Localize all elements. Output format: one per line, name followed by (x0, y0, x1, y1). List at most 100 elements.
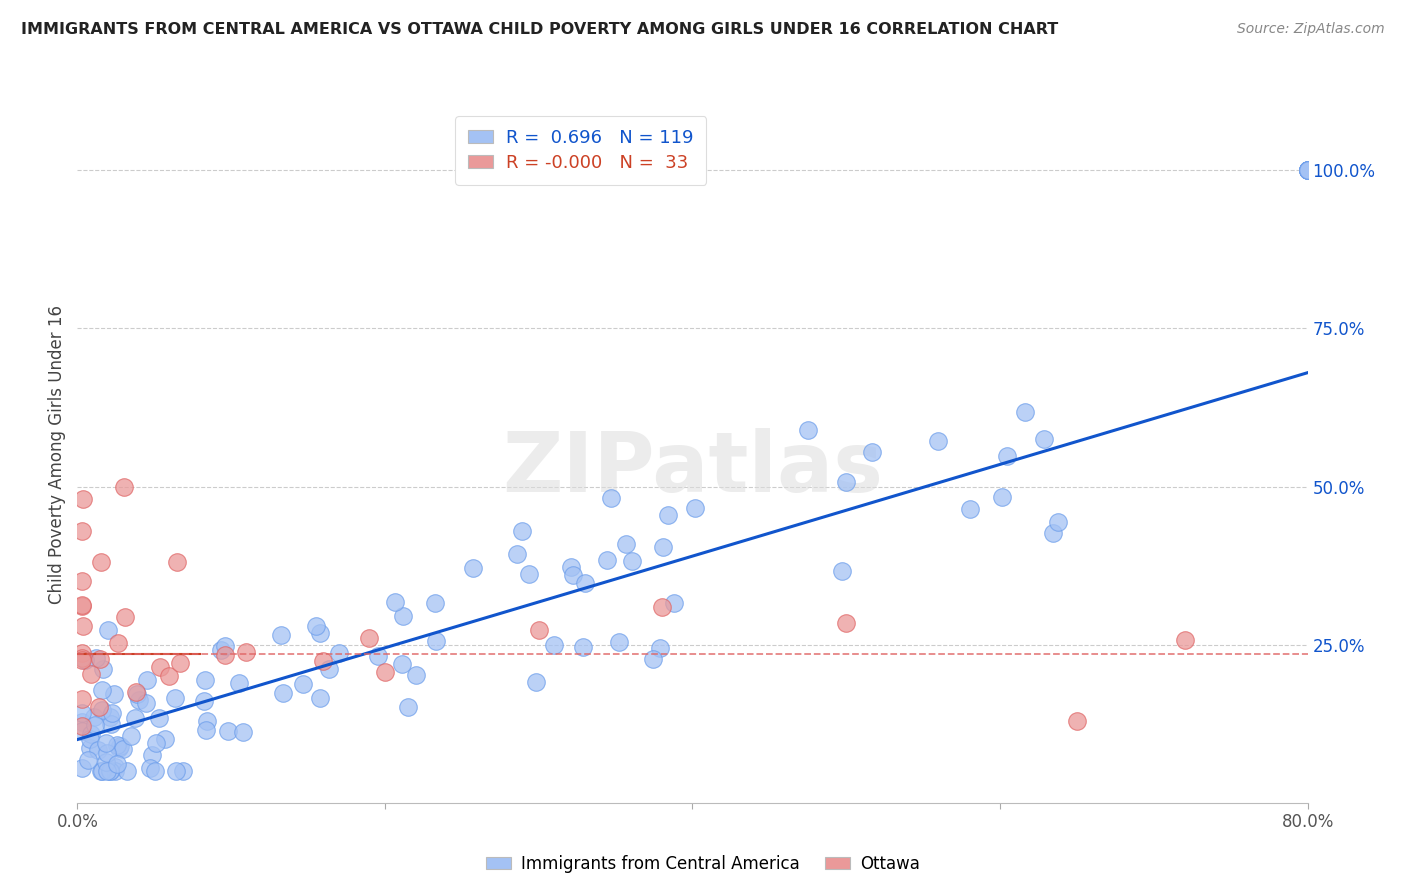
Point (997, 449, 1019, 463)
Point (572, 640, 595, 655)
Point (662, 596, 685, 610)
Point (1296, 163, 1319, 178)
Point (89, 700, 111, 714)
Point (1042, 526, 1064, 541)
Point (70, 719, 93, 733)
Point (115, 764, 138, 779)
Point (125, 687, 148, 701)
Point (1296, 163, 1319, 178)
Point (391, 657, 413, 671)
Point (124, 711, 146, 725)
Point (72, 647, 94, 661)
Point (70, 691, 93, 706)
Point (1066, 714, 1088, 728)
Point (143, 764, 166, 779)
Point (104, 764, 127, 779)
Point (103, 687, 125, 701)
Point (384, 595, 406, 609)
Point (270, 628, 292, 642)
Point (1033, 432, 1056, 446)
Point (70, 599, 93, 613)
Point (73, 653, 96, 667)
Point (860, 445, 883, 459)
Point (309, 690, 332, 705)
Point (70, 574, 93, 589)
Point (72, 492, 94, 507)
Point (527, 624, 550, 638)
Point (641, 652, 664, 666)
Point (309, 626, 332, 640)
Point (91, 662, 114, 676)
Point (648, 640, 671, 655)
Point (599, 491, 621, 505)
Point (392, 609, 415, 624)
Text: Source: ZipAtlas.com: Source: ZipAtlas.com (1237, 22, 1385, 37)
Point (98, 709, 121, 723)
Point (70, 524, 93, 538)
Point (271, 686, 294, 700)
Point (153, 731, 176, 746)
Point (228, 676, 250, 690)
Point (100, 764, 122, 779)
Point (797, 423, 820, 437)
Point (77, 753, 100, 767)
Point (70, 599, 93, 613)
Point (80, 667, 103, 681)
Point (194, 673, 217, 687)
Point (328, 646, 350, 660)
Point (125, 685, 148, 699)
Point (506, 547, 529, 561)
Point (105, 757, 128, 772)
Point (574, 576, 596, 591)
Point (1046, 515, 1069, 529)
Point (1296, 163, 1319, 178)
Point (517, 567, 540, 582)
Point (90, 764, 112, 779)
Point (165, 690, 187, 705)
Point (94, 756, 117, 770)
Point (292, 676, 315, 690)
Point (84, 651, 107, 665)
Point (1296, 163, 1319, 178)
Point (657, 508, 679, 522)
Point (990, 490, 1012, 504)
Point (831, 564, 853, 578)
Point (312, 654, 335, 668)
Point (1014, 405, 1036, 419)
Text: IMMIGRANTS FROM CENTRAL AMERICA VS OTTAWA CHILD POVERTY AMONG GIRLS UNDER 16 COR: IMMIGRANTS FROM CENTRAL AMERICA VS OTTAW… (21, 22, 1059, 37)
Point (683, 500, 706, 515)
Point (112, 742, 135, 756)
Point (318, 662, 340, 676)
Point (1296, 163, 1319, 178)
Point (91, 703, 114, 717)
Point (148, 660, 170, 674)
Point (620, 554, 643, 568)
Point (166, 556, 188, 570)
Point (651, 599, 673, 614)
Point (524, 675, 547, 690)
Point (169, 656, 191, 670)
Point (214, 648, 236, 662)
Point (135, 673, 157, 688)
Point (609, 634, 631, 648)
Point (543, 638, 565, 652)
Point (90, 682, 112, 697)
Y-axis label: Child Poverty Among Girls Under 16: Child Poverty Among Girls Under 16 (48, 305, 66, 605)
Point (425, 634, 447, 648)
Point (195, 723, 218, 737)
Point (305, 619, 328, 633)
Point (128, 692, 150, 706)
Point (195, 714, 218, 729)
Point (121, 729, 143, 743)
Point (79, 732, 101, 747)
Point (135, 696, 157, 710)
Point (232, 724, 254, 739)
Point (96, 764, 118, 779)
Point (209, 643, 232, 657)
Text: ZIPatlas: ZIPatlas (502, 428, 883, 509)
Point (101, 706, 124, 720)
Point (425, 596, 447, 610)
Point (1174, 632, 1197, 647)
Point (83, 710, 105, 724)
Point (70, 714, 93, 729)
